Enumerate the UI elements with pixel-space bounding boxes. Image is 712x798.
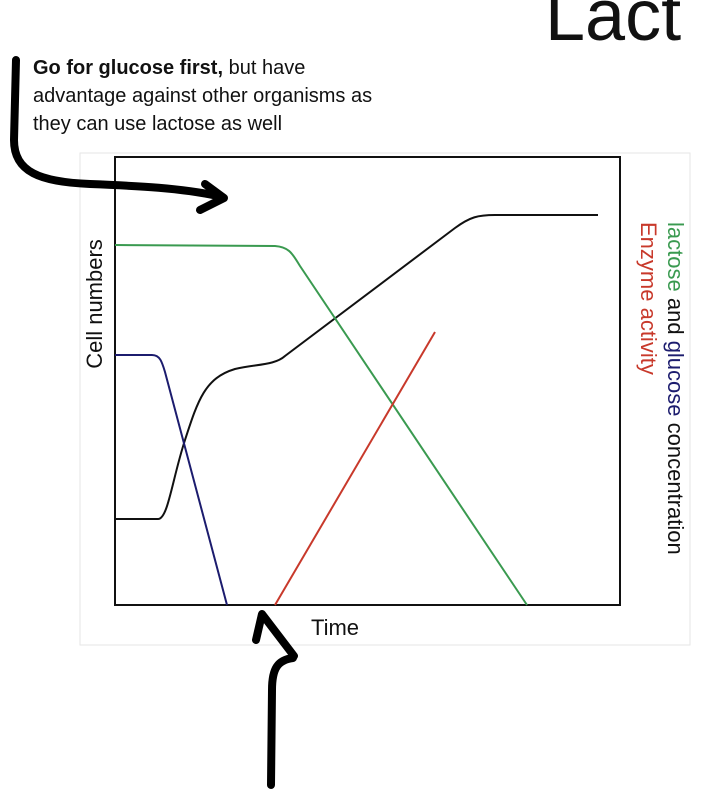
glucose-word: glucose (663, 341, 688, 417)
lactose-word: lactose (663, 222, 688, 292)
plot-box (114, 156, 621, 606)
annotation-arrow (10, 56, 222, 200)
annotation-line: advantage against other organisms as (33, 85, 372, 107)
arrow-head (196, 180, 228, 214)
annotation-line: Go for glucose first, but have (33, 57, 305, 79)
annotation-line: they can use lactose as well (33, 113, 282, 135)
annotation-bold: Go for glucose first, (33, 57, 223, 79)
enzyme-curve (274, 331, 436, 606)
y-axis-label: Cell numbers (82, 239, 107, 369)
cell-number-curve (115, 214, 598, 520)
enzyme-label: Enzyme activity (636, 222, 661, 375)
annotation-text: but have (229, 57, 306, 79)
x-axis-label: Time (311, 615, 359, 640)
concentration-word: concentration (663, 423, 688, 555)
slide-title: Lact (545, 0, 681, 56)
graph-frame (79, 152, 691, 646)
lactose-curve (114, 244, 528, 606)
right-axis-label: lactose and glucose concentration (663, 222, 688, 555)
and-word: and (663, 298, 688, 335)
time-arrow (267, 654, 297, 789)
glucose-curve (115, 354, 228, 606)
arrow-head (252, 610, 298, 660)
